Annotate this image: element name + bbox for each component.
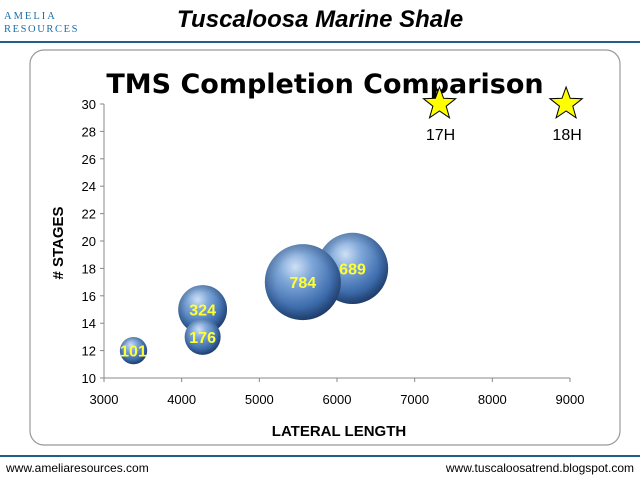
bubble-shade [184, 318, 221, 355]
chart-title: TMS Completion Comparison [106, 69, 543, 100]
y-tick-label: 16 [82, 289, 96, 304]
y-axis-title: # STAGES [50, 206, 67, 279]
header-divider [0, 41, 640, 43]
bubble-shade [119, 336, 148, 365]
x-tick-label: 7000 [400, 392, 429, 407]
y-tick-label: 14 [82, 316, 96, 331]
logo-text-bottom: RESOURCES [4, 24, 80, 35]
footer-divider [0, 455, 640, 457]
bubble-label: 176 [189, 330, 216, 347]
company-logo: AMELIA RESOURCES [4, 4, 94, 40]
bubble-784 [264, 244, 341, 321]
x-tick-label: 4000 [167, 392, 196, 407]
bubble-shade [178, 285, 228, 334]
y-tick-label: 22 [82, 207, 96, 222]
y-tick-label: 26 [82, 152, 96, 167]
x-tick-label: 3000 [90, 392, 119, 407]
bubble-176 [184, 318, 221, 355]
bubble-label: 689 [339, 261, 366, 278]
y-tick-label: 24 [82, 179, 96, 194]
bubble-101 [119, 336, 148, 365]
y-tick-label: 12 [82, 344, 96, 359]
y-tick-label: 20 [82, 234, 96, 249]
x-tick-label: 6000 [323, 392, 352, 407]
x-tick-label: 5000 [245, 392, 274, 407]
x-tick-label: 8000 [478, 392, 507, 407]
bubble-324 [178, 285, 228, 334]
footer-website-left[interactable]: www.ameliaresources.com [6, 461, 149, 475]
logo-text-top: AMELIA [4, 11, 57, 22]
y-tick-label: 28 [82, 124, 96, 139]
star-series: 17H 18H [422, 85, 584, 144]
x-axis-ticks: 3000 4000 5000 6000 7000 8000 9000 [90, 378, 585, 407]
bubble-label: 101 [120, 344, 147, 361]
footer-website-right[interactable]: www.tuscaloosatrend.blogspot.com [445, 461, 634, 475]
star-marker [422, 85, 458, 119]
star-marker [548, 85, 584, 119]
y-tick-label: 10 [82, 371, 96, 386]
bubble-series: 101 176 324 784 689 [119, 232, 389, 365]
bubble-label: 324 [189, 303, 216, 320]
page-title: Tuscaloosa Marine Shale [176, 6, 464, 33]
y-tick-label: 18 [82, 261, 96, 276]
star-label: 17H [426, 127, 455, 144]
x-axis-title: LATERAL LENGTH [272, 423, 406, 440]
bubble-shade [264, 244, 341, 321]
bubble-label: 784 [289, 275, 316, 292]
x-tick-label: 9000 [556, 392, 585, 407]
y-axis-ticks: 10 12 14 16 18 20 22 24 26 28 30 [82, 97, 104, 386]
star-label: 18H [552, 127, 581, 144]
bubble-chart: TMS Completion Comparison 10 12 14 16 18 20 22… [29, 49, 621, 446]
y-tick-label: 30 [82, 97, 96, 112]
